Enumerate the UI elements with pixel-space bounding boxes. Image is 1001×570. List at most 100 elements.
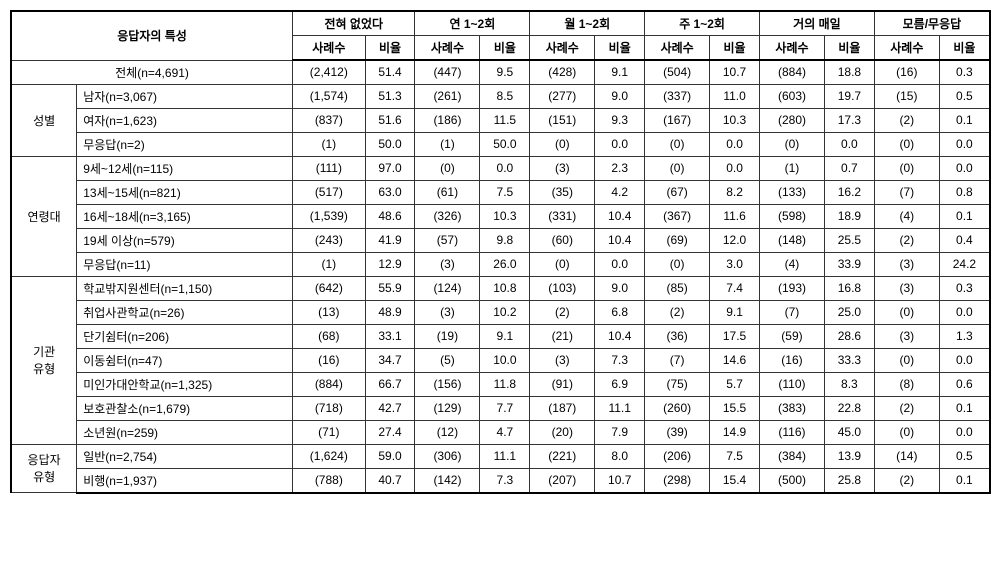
data-cell: (0)	[530, 132, 595, 156]
data-cell: 55.9	[365, 276, 415, 300]
data-cell: 12.9	[365, 252, 415, 276]
data-cell: (500)	[760, 468, 825, 493]
data-cell: (193)	[760, 276, 825, 300]
data-cell: 11.8	[480, 372, 530, 396]
data-cell: 0.3	[939, 60, 990, 84]
data-cell: (39)	[645, 420, 710, 444]
data-cell: (57)	[415, 228, 480, 252]
data-cell: (0)	[874, 348, 939, 372]
data-cell: (12)	[415, 420, 480, 444]
sub-header: 비율	[365, 36, 415, 61]
data-cell: 9.1	[710, 300, 760, 324]
data-cell: 42.7	[365, 396, 415, 420]
data-cell: (306)	[415, 444, 480, 468]
data-cell: 45.0	[824, 420, 874, 444]
data-cell: 4.2	[595, 180, 645, 204]
data-cell: 0.0	[939, 300, 990, 324]
data-cell: (14)	[874, 444, 939, 468]
data-cell: 25.0	[824, 300, 874, 324]
data-cell: 9.8	[480, 228, 530, 252]
sub-header: 비율	[595, 36, 645, 61]
data-cell: 11.1	[595, 396, 645, 420]
data-cell: (277)	[530, 84, 595, 108]
data-cell: 51.6	[365, 108, 415, 132]
data-cell: 9.0	[595, 276, 645, 300]
row-label: 취업사관학교(n=26)	[77, 300, 293, 324]
data-cell: (718)	[293, 396, 366, 420]
data-cell: (16)	[760, 348, 825, 372]
data-cell: (598)	[760, 204, 825, 228]
data-cell: (326)	[415, 204, 480, 228]
data-cell: 51.3	[365, 84, 415, 108]
data-cell: (2)	[530, 300, 595, 324]
data-cell: 26.0	[480, 252, 530, 276]
sub-header: 비율	[480, 36, 530, 61]
data-cell: (243)	[293, 228, 366, 252]
data-cell: 7.4	[710, 276, 760, 300]
data-cell: 66.7	[365, 372, 415, 396]
data-cell: 10.4	[595, 228, 645, 252]
data-cell: 2.3	[595, 156, 645, 180]
data-cell: 9.1	[480, 324, 530, 348]
data-cell: 0.4	[939, 228, 990, 252]
row-label: 보호관찰소(n=1,679)	[77, 396, 293, 420]
row-label: 일반(n=2,754)	[77, 444, 293, 468]
sub-header: 사례수	[645, 36, 710, 61]
data-cell: (69)	[645, 228, 710, 252]
data-cell: (60)	[530, 228, 595, 252]
data-cell: 0.0	[595, 132, 645, 156]
data-cell: 8.0	[595, 444, 645, 468]
sub-header: 사례수	[415, 36, 480, 61]
data-cell: 0.0	[939, 156, 990, 180]
data-cell: (187)	[530, 396, 595, 420]
total-label: 전체(n=4,691)	[11, 60, 293, 84]
data-cell: (884)	[760, 60, 825, 84]
row-label: 남자(n=3,067)	[77, 84, 293, 108]
data-cell: (116)	[760, 420, 825, 444]
data-cell: (167)	[645, 108, 710, 132]
data-cell: (19)	[415, 324, 480, 348]
data-cell: (4)	[874, 204, 939, 228]
data-cell: (447)	[415, 60, 480, 84]
data-cell: 63.0	[365, 180, 415, 204]
data-cell: (3)	[415, 252, 480, 276]
data-cell: (16)	[293, 348, 366, 372]
col-group-5: 모름/무응답	[874, 11, 990, 36]
data-cell: 0.1	[939, 108, 990, 132]
data-cell: (1,574)	[293, 84, 366, 108]
data-cell: (13)	[293, 300, 366, 324]
data-cell: 7.3	[595, 348, 645, 372]
data-cell: 10.4	[595, 324, 645, 348]
data-cell: (0)	[874, 132, 939, 156]
data-cell: (2,412)	[293, 60, 366, 84]
data-cell: 0.1	[939, 204, 990, 228]
data-cell: (261)	[415, 84, 480, 108]
data-cell: 10.3	[710, 108, 760, 132]
data-cell: 10.7	[710, 60, 760, 84]
data-cell: 10.7	[595, 468, 645, 493]
data-cell: (0)	[760, 132, 825, 156]
data-cell: 11.0	[710, 84, 760, 108]
data-cell: (36)	[645, 324, 710, 348]
row-label: 단기쉼터(n=206)	[77, 324, 293, 348]
data-cell: 19.7	[824, 84, 874, 108]
data-cell: 0.8	[939, 180, 990, 204]
row-label: 미인가대안학교(n=1,325)	[77, 372, 293, 396]
data-cell: 18.8	[824, 60, 874, 84]
data-cell: 7.5	[480, 180, 530, 204]
sub-header: 비율	[824, 36, 874, 61]
data-cell: (260)	[645, 396, 710, 420]
data-cell: (2)	[874, 468, 939, 493]
data-cell: 0.1	[939, 396, 990, 420]
data-cell: 9.0	[595, 84, 645, 108]
data-cell: 0.5	[939, 444, 990, 468]
data-cell: (367)	[645, 204, 710, 228]
data-cell: 0.1	[939, 468, 990, 493]
data-cell: 3.0	[710, 252, 760, 276]
data-cell: 0.3	[939, 276, 990, 300]
data-cell: (124)	[415, 276, 480, 300]
group-name: 연령대	[11, 156, 77, 276]
data-cell: (504)	[645, 60, 710, 84]
data-cell: (35)	[530, 180, 595, 204]
data-cell: 11.6	[710, 204, 760, 228]
